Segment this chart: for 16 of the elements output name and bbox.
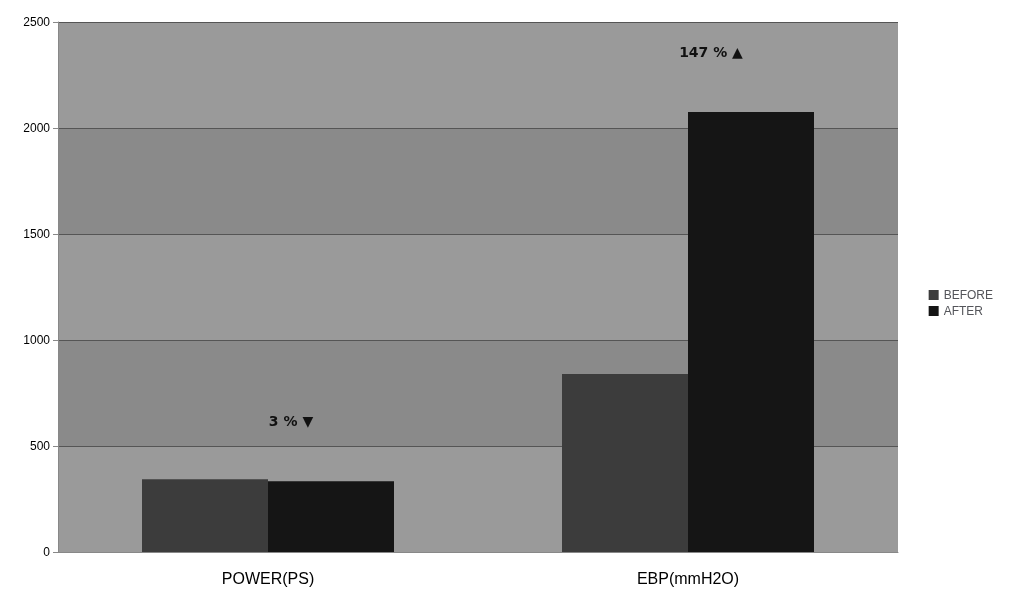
- bar: [268, 481, 394, 552]
- y-tick-label: 2500: [23, 15, 51, 29]
- bar: [562, 373, 688, 552]
- bar: [688, 112, 814, 552]
- annotation: 147 % ▲: [679, 44, 744, 61]
- legend-label: BEFORE: [943, 288, 993, 302]
- y-tick-label: 0: [43, 545, 51, 559]
- bar: [142, 479, 268, 552]
- x-tick-label: EBP(mmH2O): [636, 569, 740, 587]
- y-tick-label: 1500: [23, 227, 51, 241]
- y-tick-label: 1000: [23, 333, 51, 347]
- annotation: 3 % ▼: [268, 413, 314, 430]
- legend-label: AFTER: [943, 304, 984, 318]
- y-tick-label: 500: [29, 439, 51, 453]
- y-tick-label: 2000: [23, 121, 51, 135]
- x-tick-label: POWER(PS): [221, 569, 315, 587]
